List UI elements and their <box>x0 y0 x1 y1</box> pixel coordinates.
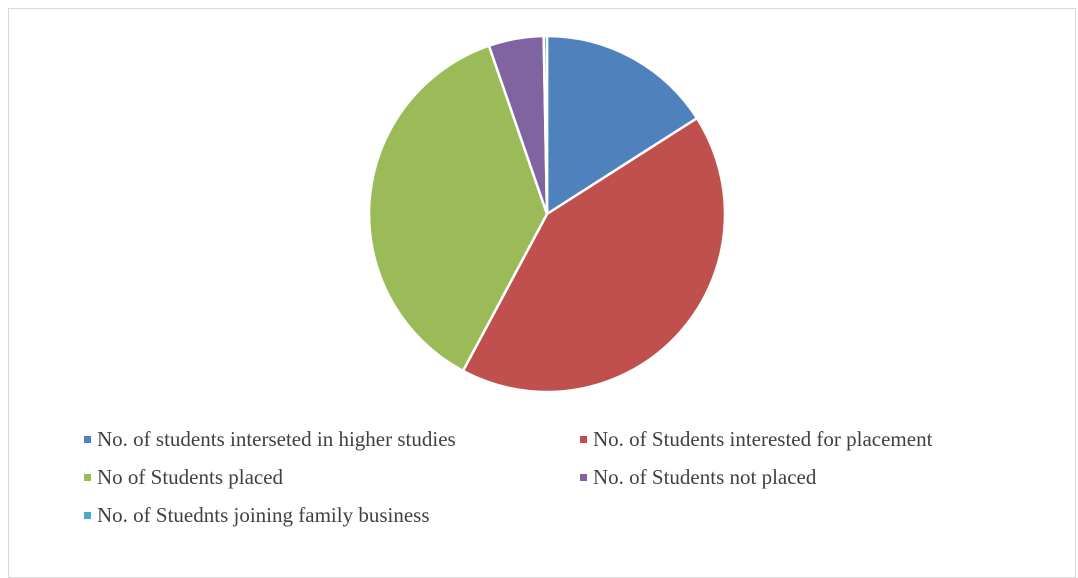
legend-label: No. of students interseted in higher stu… <box>97 427 456 451</box>
legend-swatch <box>84 512 91 519</box>
legend-swatch <box>580 436 587 443</box>
legend-item-family-business: No. of Stuednts joining family business <box>84 502 580 529</box>
legend-swatch <box>84 436 91 443</box>
pie-slice-family-business <box>542 34 549 216</box>
legend-item-placement-interest: No. of Students interested for placement <box>580 426 1060 453</box>
legend-item-not-placed: No. of Students not placed <box>580 464 1060 491</box>
legend-label: No of Students placed <box>97 465 284 489</box>
legend-swatch <box>84 474 91 481</box>
legend-swatch <box>580 474 587 481</box>
legend-label: No. of Stuednts joining family business <box>97 503 430 527</box>
chart-legend: No. of students interseted in higher stu… <box>84 426 1074 529</box>
legend-label: No. of Students not placed <box>593 465 817 489</box>
pie-slice-placement-interest <box>461 116 727 394</box>
legend-item-higher-studies: No. of students interseted in higher stu… <box>84 426 580 453</box>
legend-item-placed: No of Students placed <box>84 464 580 491</box>
pie-chart <box>367 34 727 394</box>
legend-label: No. of Students interested for placement <box>593 427 933 451</box>
pie-slice-higher-studies <box>545 34 699 216</box>
pie-slice-placed <box>367 44 549 373</box>
